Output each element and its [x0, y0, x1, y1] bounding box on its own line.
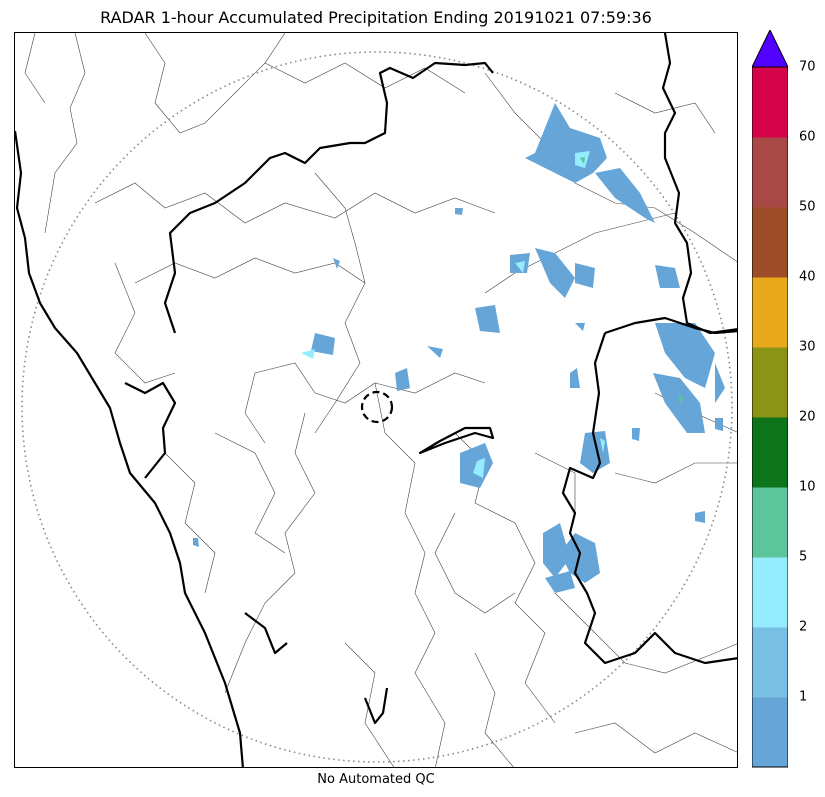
map-title: RADAR 1-hour Accumulated Precipitation E…: [100, 8, 652, 27]
colorbar-bin-20-30: [752, 347, 788, 418]
map-canvas: [15, 33, 737, 767]
colorbar-extend-triangle: [752, 30, 788, 68]
colorbar-tick-label: 2: [799, 619, 808, 635]
colorbar-bin-1-2: [752, 627, 788, 698]
range-ring: [21, 51, 733, 763]
colorbar-bin-50-60: [752, 137, 788, 208]
colorbar-bin-10-20: [752, 417, 788, 488]
colorbar-bins: [752, 67, 788, 768]
colorbar-tick-label: 60: [799, 129, 816, 145]
colorbar-tick-label: 30: [799, 339, 816, 355]
colorbar-tick-label: 1: [799, 689, 808, 705]
state-boundaries: [15, 33, 737, 767]
colorbar-tick-label: 20: [799, 409, 816, 425]
colorbar-bin-30-40: [752, 277, 788, 348]
precipitation-echoes: [193, 103, 725, 593]
radar-map[interactable]: [14, 32, 738, 768]
colorbar-bin-40-50: [752, 207, 788, 278]
colorbar-tick-label: 40: [799, 269, 816, 285]
colorbar-bin-60-70: [752, 67, 788, 138]
colorbar-tick-label: 5: [799, 549, 808, 565]
colorbar-tick-label: 50: [799, 199, 816, 215]
colorbar-bin-0-1: [752, 697, 788, 768]
qc-note: No Automated QC: [317, 772, 435, 787]
colorbar-bin-2-5: [752, 557, 788, 628]
colorbar: [752, 30, 788, 768]
colorbar-tick-label: 10: [799, 479, 816, 495]
colorbar-bin-5-10: [752, 487, 788, 558]
colorbar-tick-label: 70: [799, 59, 816, 75]
district-boundaries: [24, 33, 737, 767]
radar-site-marker: [360, 390, 394, 424]
